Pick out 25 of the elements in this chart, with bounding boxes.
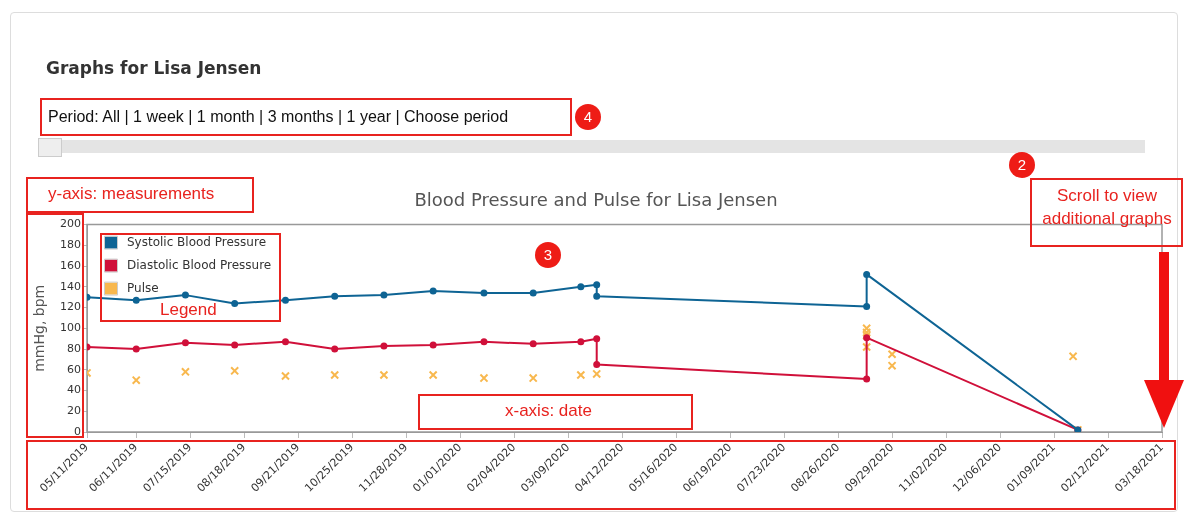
annotation: x-axis: date (505, 401, 592, 421)
text: Period: All | 1 week | 1 month | 3 months | 1 year | Choose period (48, 108, 509, 126)
y-tick-label: 60 (67, 362, 81, 376)
annotation: 3 (535, 242, 561, 268)
text: y-axis: measurements (48, 184, 215, 204)
legend-label: Diastolic Blood Pressure (127, 257, 272, 272)
y-tick-label: 100 (60, 321, 81, 335)
text: 2 (1009, 152, 1035, 178)
y-tick-label: 120 (60, 300, 81, 314)
annotation: Legend (160, 300, 217, 319)
legend-label: Pulse (127, 280, 159, 295)
chart-title: Blood Pressure and Pulse for Lisa Jensen (414, 189, 778, 211)
text: Graphs for Lisa Jensen (46, 58, 262, 78)
text: 4 (575, 104, 601, 130)
y-tick-label: 0 (74, 424, 81, 438)
y-tick-label: 80 (67, 341, 81, 355)
y-tick-label: 200 (60, 217, 81, 231)
y-tick-label: 40 (67, 383, 81, 397)
y-tick-label: 180 (60, 238, 81, 252)
annotation: Scroll to view additional graphs (1041, 185, 1173, 230)
y-tick-label: 20 (67, 404, 81, 418)
y-tick-label: 140 (60, 279, 81, 293)
legend-label: Systolic Blood Pressure (127, 234, 267, 249)
y-axis-title: mmHg, bpm (31, 284, 48, 372)
y-tick-label: 160 (60, 258, 81, 272)
